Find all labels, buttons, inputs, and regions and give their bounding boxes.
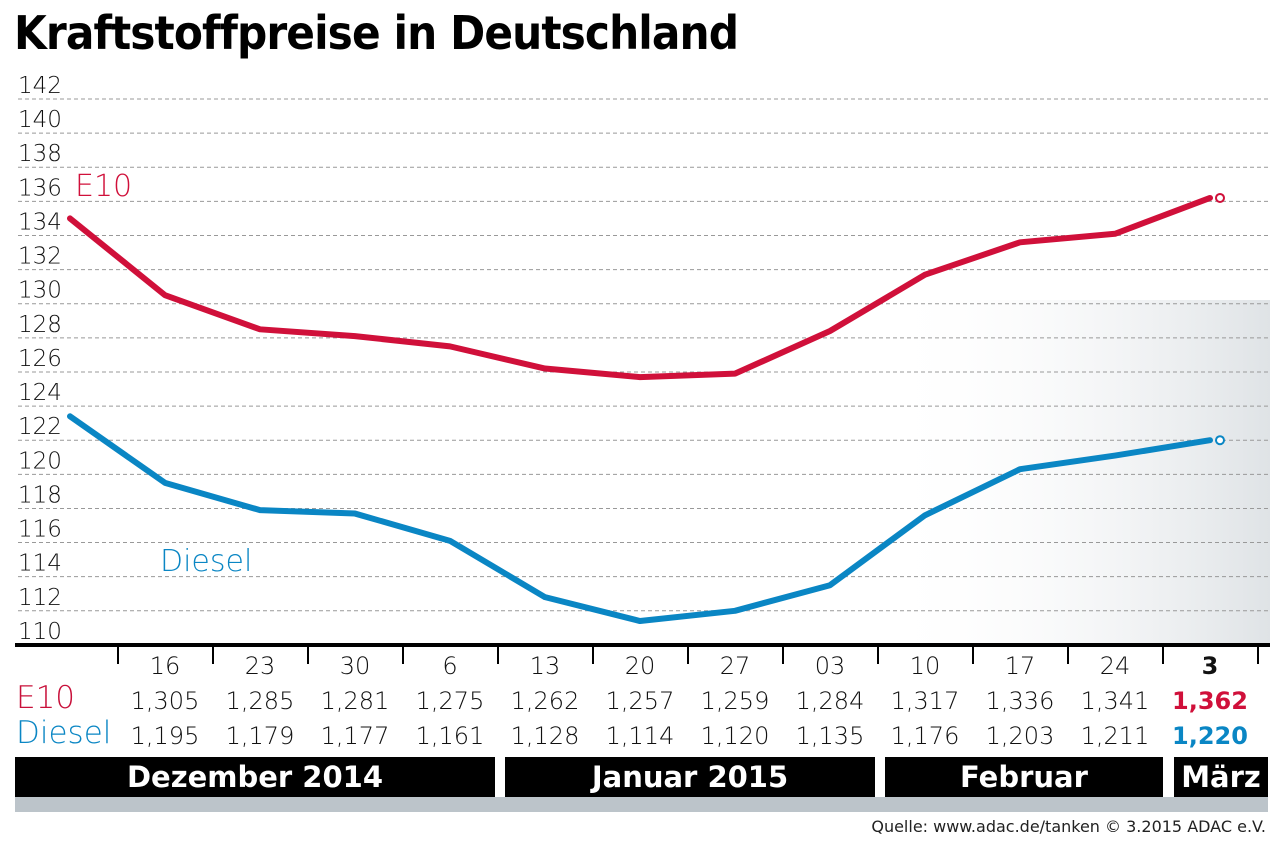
y-tick-label: 112 <box>18 585 62 611</box>
table-row-label-diesel: Diesel <box>16 715 112 751</box>
data-table-value: 1,114 <box>606 722 675 750</box>
data-table-value: 1,257 <box>606 687 675 715</box>
y-tick-label: 116 <box>18 517 62 543</box>
x-tick-label: 17 <box>1005 652 1036 680</box>
data-table-value: 1,177 <box>321 722 390 750</box>
x-tick-label: 10 <box>910 652 941 680</box>
data-table-value: 1,317 <box>891 687 960 715</box>
y-tick-label: 110 <box>18 619 62 645</box>
data-table-value: 1,120 <box>701 722 770 750</box>
data-table-value: 1,135 <box>796 722 865 750</box>
x-tick-label: 24 <box>1100 652 1131 680</box>
data-table-value: 1,336 <box>986 687 1055 715</box>
data-table-value: 1,259 <box>701 687 770 715</box>
x-tick-label: 27 <box>720 652 751 680</box>
chart-title: Kraftstoffpreise in Deutschland <box>14 6 739 60</box>
y-tick-label: 140 <box>18 107 62 133</box>
y-tick-label: 130 <box>18 278 62 304</box>
x-tick-label: 23 <box>245 652 276 680</box>
month-band-dezember: Dezember 2014 <box>15 757 495 797</box>
data-table-value: 1,275 <box>416 687 485 715</box>
data-table-value: 1,285 <box>226 687 295 715</box>
data-table-value: 1,262 <box>511 687 580 715</box>
y-tick-label: 138 <box>18 141 62 167</box>
y-tick-label: 134 <box>18 209 62 235</box>
y-tick-label: 120 <box>18 448 62 474</box>
y-tick-label: 126 <box>18 346 62 372</box>
data-table-value: 1,195 <box>131 722 200 750</box>
y-tick-label: 132 <box>18 244 62 270</box>
x-tick-label: 03 <box>815 652 846 680</box>
data-table-value: 1,128 <box>511 722 580 750</box>
source-note: Quelle: www.adac.de/tanken © 3.2015 ADAC… <box>871 817 1266 836</box>
x-tick-label: 6 <box>442 652 457 680</box>
y-tick-label: 142 <box>18 73 62 99</box>
data-table-value: 1,305 <box>131 687 200 715</box>
x-tick-label: 13 <box>530 652 561 680</box>
data-table-value: 1,220 <box>1172 722 1248 750</box>
data-table-value: 1,281 <box>321 687 390 715</box>
series-label-diesel: Diesel <box>160 544 252 579</box>
data-table-value: 1,284 <box>796 687 865 715</box>
y-tick-label: 114 <box>18 551 62 577</box>
series-line-e10 <box>67 194 1213 381</box>
footer-band <box>15 797 1268 812</box>
y-tick-label: 136 <box>18 175 62 201</box>
end-point-marker <box>1215 192 1225 203</box>
x-tick-label: 3 <box>1202 652 1219 680</box>
series-label-e10: E10 <box>75 169 132 204</box>
month-band-maerz: März <box>1174 757 1268 797</box>
background-shade <box>880 300 1270 645</box>
table-row-label-e10: E10 <box>16 680 76 716</box>
series-line-diesel <box>67 413 1213 625</box>
data-table-value: 1,211 <box>1081 722 1150 750</box>
data-table-value: 1,362 <box>1172 687 1248 715</box>
y-tick-label: 124 <box>18 380 62 406</box>
data-table-value: 1,203 <box>986 722 1055 750</box>
data-table-value: 1,341 <box>1081 687 1150 715</box>
y-tick-label: 128 <box>18 312 62 338</box>
x-tick-label: 20 <box>625 652 656 680</box>
data-table-value: 1,179 <box>226 722 295 750</box>
y-tick-label: 118 <box>18 482 62 508</box>
month-band-februar: Februar <box>885 757 1163 797</box>
x-tick-label: 30 <box>340 652 371 680</box>
x-tick-label: 16 <box>150 652 181 680</box>
month-band-januar: Januar 2015 <box>505 757 875 797</box>
data-table-value: 1,176 <box>891 722 960 750</box>
data-table-value: 1,161 <box>416 722 485 750</box>
end-point-marker <box>1215 435 1225 446</box>
y-tick-label: 122 <box>18 414 62 440</box>
